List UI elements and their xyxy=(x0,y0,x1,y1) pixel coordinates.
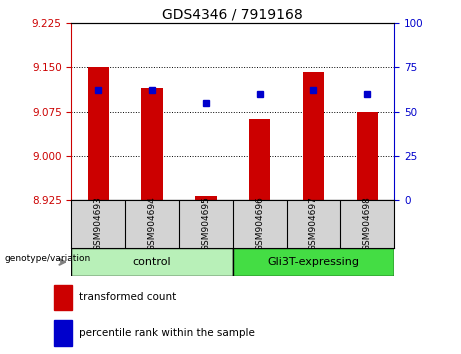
Bar xyxy=(233,248,394,276)
Bar xyxy=(71,248,233,276)
Bar xyxy=(142,88,163,200)
Text: GSM904694: GSM904694 xyxy=(148,196,157,251)
Text: GSM904695: GSM904695 xyxy=(201,196,210,251)
Text: percentile rank within the sample: percentile rank within the sample xyxy=(78,328,254,338)
Bar xyxy=(54,285,72,310)
Text: Gli3T-expressing: Gli3T-expressing xyxy=(267,257,360,267)
Title: GDS4346 / 7919168: GDS4346 / 7919168 xyxy=(162,8,303,22)
Text: genotype/variation: genotype/variation xyxy=(5,254,91,263)
Bar xyxy=(88,67,109,200)
Bar xyxy=(249,119,271,200)
Text: GSM904697: GSM904697 xyxy=(309,196,318,251)
Bar xyxy=(356,112,378,200)
Text: control: control xyxy=(133,257,171,267)
Text: GSM904693: GSM904693 xyxy=(94,196,103,251)
Bar xyxy=(303,72,324,200)
Bar xyxy=(54,320,72,346)
Text: GSM904698: GSM904698 xyxy=(363,196,372,251)
Text: transformed count: transformed count xyxy=(78,292,176,302)
Text: GSM904696: GSM904696 xyxy=(255,196,264,251)
Bar xyxy=(195,196,217,200)
